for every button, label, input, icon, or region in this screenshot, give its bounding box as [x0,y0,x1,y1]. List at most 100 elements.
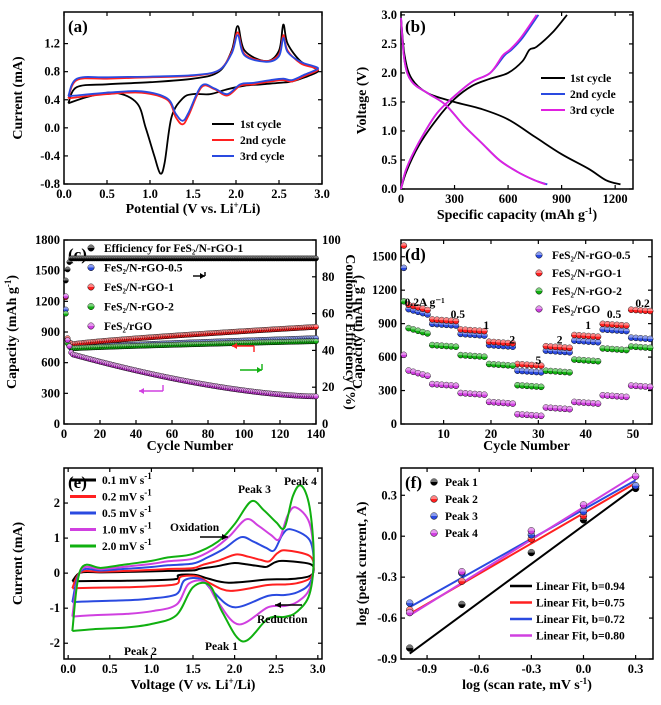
panel-f-series-0-point-shine [527,549,535,553]
panel-b-ytick-label: 1.0 [381,124,397,138]
panel-d-series-1-point-shine [595,333,602,337]
panel-e-peak4-label: Peak 4 [284,476,317,488]
panel-c-legend-marker-shine [87,264,95,268]
panel-d-rate-label: 1 [585,320,591,332]
panel-c-legend-marker-shine [87,283,95,287]
panel-e-legend-label-part: 0.5 mV s [102,508,145,520]
panel-d-series-3-point-shine [509,400,516,404]
panel-c-series-1-point [62,306,69,313]
panel-d-legend-marker-shine [535,305,543,309]
panel-e-ytick-label: -2 [50,636,60,650]
panel-f-fit-legend-label: Linear Fit, b=0.94 [536,581,625,593]
panel-f-legend-marker [430,478,438,486]
panel-e-xtick-label: 0.5 [102,662,118,676]
panel-b-xtick-label: 600 [499,192,518,206]
panel-f-ytick-label: 0.0 [381,529,397,543]
panel-c-ytick-label: 1200 [35,294,60,308]
panel-e-ytick-label: 1 [54,531,60,545]
panel-a-xtick-label: 2.0 [228,187,244,201]
panel-c-arrow-purple-head [139,388,144,394]
panel-e-xlabel: Voltage (V vs. Li+/Li) [131,676,256,693]
panel-d-series-2-point-shine [452,343,459,347]
panel-e-legend-label-part: -1 [144,521,152,531]
panel-d-legend-marker [535,305,543,313]
panel-d-series-3-point [623,393,630,401]
panel-d-legend-label: FeS₂/N-rGO-1 [552,268,622,280]
panel-f-fit-1 [409,486,637,655]
panel-d-legend-marker [535,287,543,295]
panel-c-legend-marker [87,283,95,291]
panel-d-ylabel: Capacity (mAh g-1) [349,275,366,389]
panel-c-series-4-point [64,337,71,344]
panel-c-legend-marker-shine [87,303,95,307]
panel-e-peak1-label: Peak 1 [205,641,238,653]
panel-c-legend-marker [87,244,95,252]
panel-d-legend-label: FeS₂/rGO [552,304,600,316]
panel-c-series-4-point [313,393,319,400]
panel-c-series-2-point-shine [65,335,71,339]
panel-f-legend-marker-shine [430,512,438,516]
panel-d-series-3-point [594,400,602,407]
panel-e-xtick-label: 3.0 [310,662,326,676]
panel-b-legend-label: 2nd cycle [570,89,616,101]
panel-d-rate-label: 1 [483,320,489,332]
panel-c-xtick-label: 100 [235,427,254,441]
panel-f-ytick-label: 0.3 [381,488,397,502]
panel-c-efficiency-point [313,255,319,262]
panel-d-series-2-point-shine [538,383,545,387]
panel-d-legend-marker-shine [535,287,543,291]
panel-f-ytick-label: -0.9 [377,652,397,666]
panel-d-series-1-point-shine [566,344,573,348]
panel-f-fit-legend-label: Linear Fit, b=0.75 [536,598,625,610]
panel-f-xtick-label: -0.9 [417,662,437,676]
panel-f-xtick-label: -0.3 [521,662,541,676]
panel-c-efficiency-point-shine [65,266,71,270]
panel-b-legend-label: 1st cycle [570,73,611,85]
panel-d-ytick-label: 900 [378,317,397,331]
panel-d-series-1-point [623,322,630,329]
panel-d-series-3-point [509,400,517,407]
panel-e-ylabel: Current (mA) [11,522,26,606]
panel-c-series-3-point [313,338,319,345]
panel-d-series-2-point [537,383,545,391]
panel-c-xtick-label: 60 [166,427,179,441]
panel-a-ytick-label: 0.8 [44,65,60,79]
panel-c-arrow-green-head [257,367,262,373]
panel-a-ytick-label: 0.0 [44,121,60,135]
panel-d-series-3-point-shine [452,382,459,386]
panel-b-label: (b) [405,17,426,36]
panel-e-xtick-label: 2.0 [227,662,243,676]
panel-b-series-3 [400,17,548,186]
panel-c-efficiency-point-dot [64,266,71,273]
panel-e-legend-label: 1.0 mV s-1 [102,521,152,537]
panel-f-series-1-point [458,577,466,585]
panel-e-peak3-label: Peak 3 [238,484,271,496]
panel-d-series-2-point [566,369,573,376]
panel-f-series-3-point [631,472,640,480]
panel-d-legend-marker-shine [535,251,543,255]
panel-c-efficiency-point-shine [63,277,69,281]
panel-e-xlabel-part: Voltage (V [131,678,197,693]
panel-e-legend-label-part: 0.2 mV s [102,492,145,504]
panel-e-legend-label: 0.5 mV s-1 [102,504,152,520]
panel-c-xtick-label: 40 [130,427,143,441]
panel-d-ytick-label: 0 [391,417,397,431]
panel-e-legend-label: 0.1 mV s-1 [102,471,152,487]
panel-c-ytick-label: 1500 [35,264,60,278]
panel-d-legend-label-part: FeS₂/N-rGO-1 [552,268,622,280]
panel-e-ytick-label: 2 [54,496,60,510]
panel-c-xtick-label: 80 [202,427,215,441]
panel-f-legend-label: Peak 3 [445,511,478,523]
panel-c-xtick-label: 0 [61,427,67,441]
panel-a-legend-label: 3rd cycle [240,151,284,163]
panel-d-rate-label: 2 [557,335,563,347]
panel-c-y2tick-label: 60 [322,307,335,321]
panel-d-series-3-point [537,412,545,420]
panel-d-series-1-point-shine [623,322,630,326]
panel-e-xtick-label: 2.5 [268,662,284,676]
panel-f-fit-legend-label: Linear Fit, b=0.80 [536,631,625,643]
panel-d-legend-label: FeS₂/N-rGO-0.5 [552,250,631,262]
panel-a-xtick-label: 1.5 [185,187,201,201]
panel-a-xtick-label: 0.5 [99,187,115,201]
